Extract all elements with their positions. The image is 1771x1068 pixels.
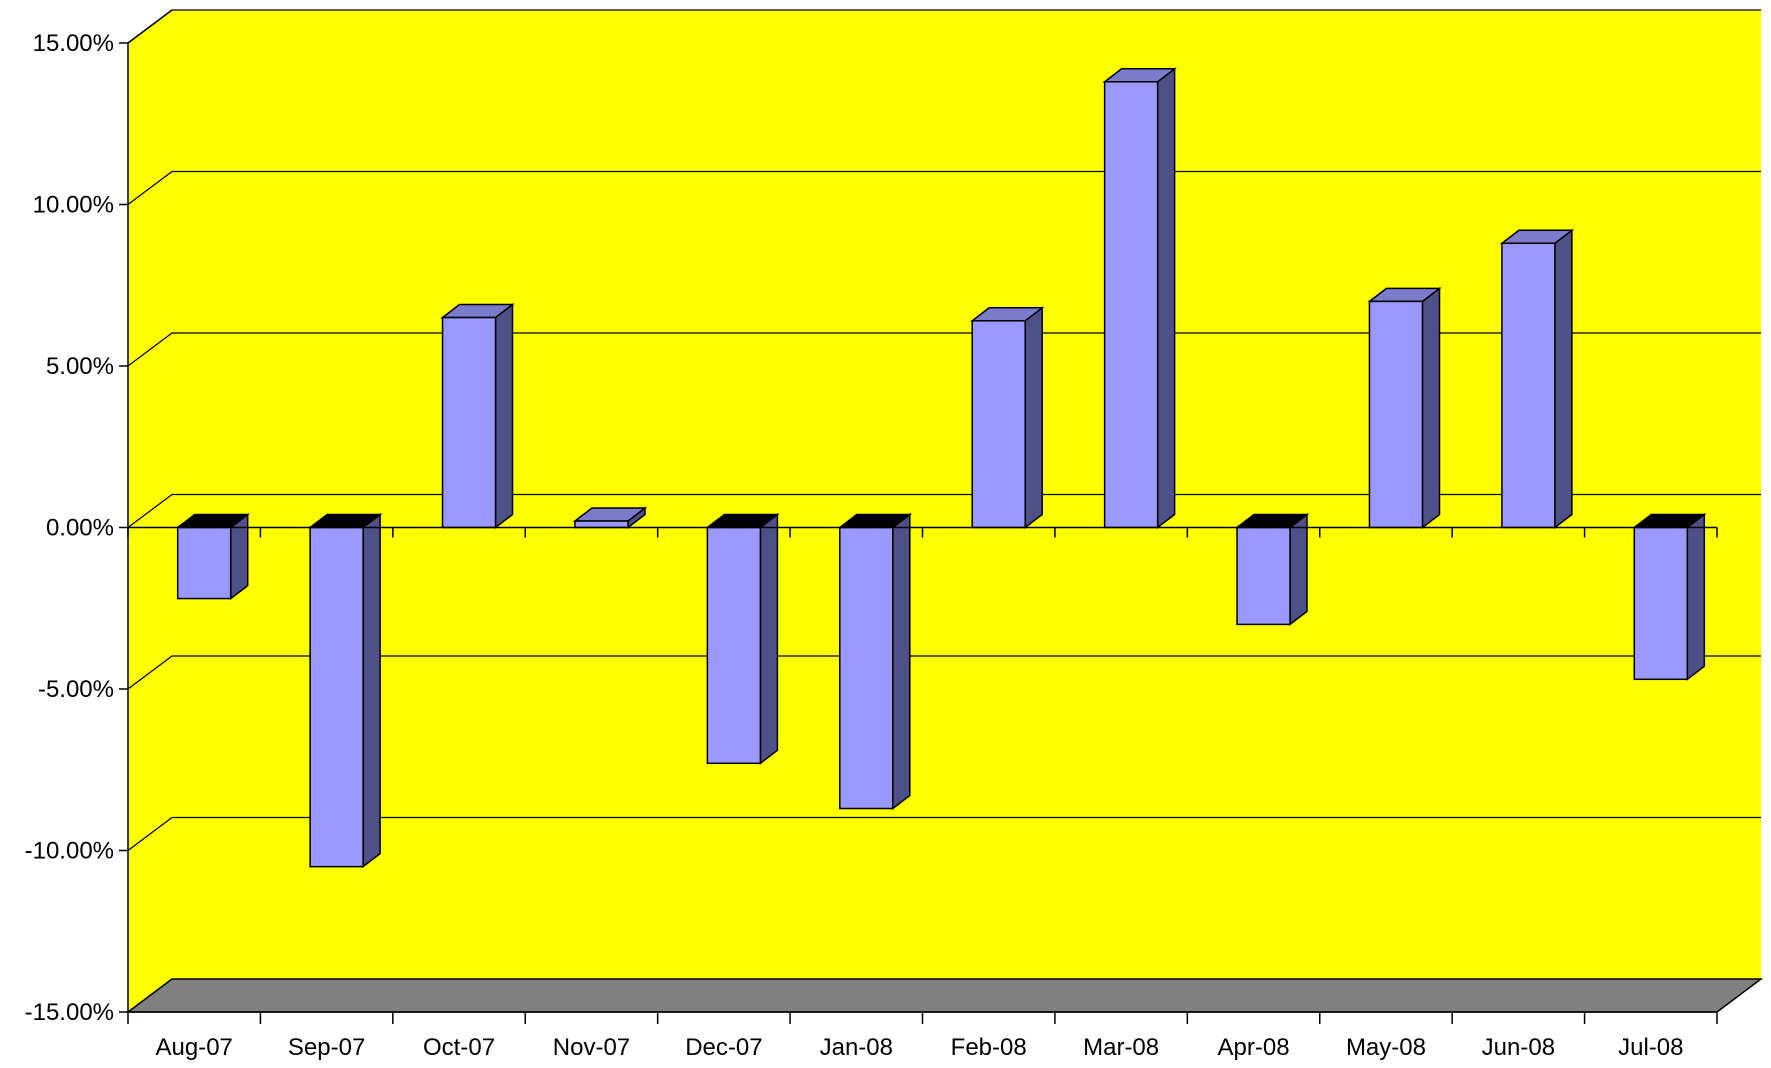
bar-front-face bbox=[176, 526, 232, 600]
x-tick-label: Sep-07 bbox=[288, 1034, 365, 1061]
x-tick-label: Dec-07 bbox=[685, 1034, 762, 1061]
bar bbox=[307, 512, 383, 869]
bar bbox=[837, 512, 913, 811]
bar-front-face bbox=[1633, 526, 1689, 681]
y-tick-label: -10.00% bbox=[25, 838, 114, 865]
bar-side-face bbox=[759, 512, 779, 765]
bar-front-face bbox=[1103, 81, 1159, 529]
bar-side-face bbox=[362, 512, 381, 869]
gridline bbox=[127, 493, 1761, 528]
gridlines bbox=[127, 9, 1761, 851]
bar bbox=[1367, 286, 1442, 530]
bar-side-face bbox=[494, 302, 514, 530]
plot-floor bbox=[125, 978, 1764, 1013]
bar bbox=[1234, 512, 1310, 626]
bar-front-face bbox=[574, 520, 629, 529]
bar-front-face bbox=[706, 526, 762, 765]
bar-front-face bbox=[1236, 526, 1291, 626]
bar-side-face bbox=[892, 512, 911, 811]
bar-side-face bbox=[1686, 512, 1706, 681]
gridline bbox=[127, 9, 1761, 44]
bar-front-face bbox=[1501, 242, 1556, 529]
bars bbox=[175, 67, 1707, 869]
y-tick-label: -5.00% bbox=[38, 676, 114, 703]
bar-side-face bbox=[1156, 67, 1176, 530]
bar-side-face bbox=[1554, 228, 1573, 530]
x-tick-label: Aug-07 bbox=[156, 1034, 233, 1061]
bar-front-face bbox=[309, 526, 364, 868]
bar bbox=[440, 302, 515, 530]
tick-labels: 15.00% 10.00% 5.00% 0.00% -5.00% -10.00% -15.0… bbox=[25, 30, 1684, 1061]
bar-front-face bbox=[971, 320, 1026, 529]
x-tick-label: Apr-08 bbox=[1218, 1034, 1290, 1061]
bar-side-face bbox=[1289, 512, 1308, 626]
x-tick-label: Mar-08 bbox=[1083, 1034, 1159, 1061]
x-tick-label: Jul-08 bbox=[1618, 1034, 1683, 1061]
bar-side-face bbox=[1024, 306, 1043, 530]
x-tick-label: Feb-08 bbox=[951, 1034, 1027, 1061]
y-tick-label: 15.00% bbox=[33, 30, 114, 57]
bar-side-face bbox=[1421, 286, 1441, 530]
y-tick-label: 0.00% bbox=[46, 515, 114, 542]
x-tick-label: Nov-07 bbox=[553, 1034, 630, 1061]
x-tick-label: Jan-08 bbox=[820, 1034, 893, 1061]
bar-front-face bbox=[1368, 300, 1424, 529]
bar-front-face bbox=[839, 526, 894, 810]
bar bbox=[969, 306, 1045, 530]
y-tick-label: -15.00% bbox=[25, 999, 114, 1026]
x-tick-label: Jun-08 bbox=[1482, 1034, 1555, 1061]
bar bbox=[1102, 67, 1177, 530]
gridline bbox=[127, 332, 1761, 367]
axes bbox=[119, 42, 1718, 1024]
bar bbox=[705, 512, 780, 765]
x-tick-label: Oct-07 bbox=[423, 1034, 495, 1061]
gridline bbox=[127, 170, 1761, 205]
y-tick-label: 10.00% bbox=[33, 192, 114, 219]
bar bbox=[1499, 228, 1575, 530]
y-tick-label: 5.00% bbox=[46, 353, 114, 380]
bar bbox=[175, 512, 250, 601]
bar bbox=[572, 506, 648, 530]
x-tick-label: May-08 bbox=[1346, 1034, 1426, 1061]
plot-background-wall bbox=[128, 10, 1761, 1012]
gridline bbox=[127, 655, 1761, 690]
bar-front-face bbox=[441, 316, 497, 529]
bar bbox=[1632, 512, 1707, 681]
gridline bbox=[127, 816, 1761, 851]
